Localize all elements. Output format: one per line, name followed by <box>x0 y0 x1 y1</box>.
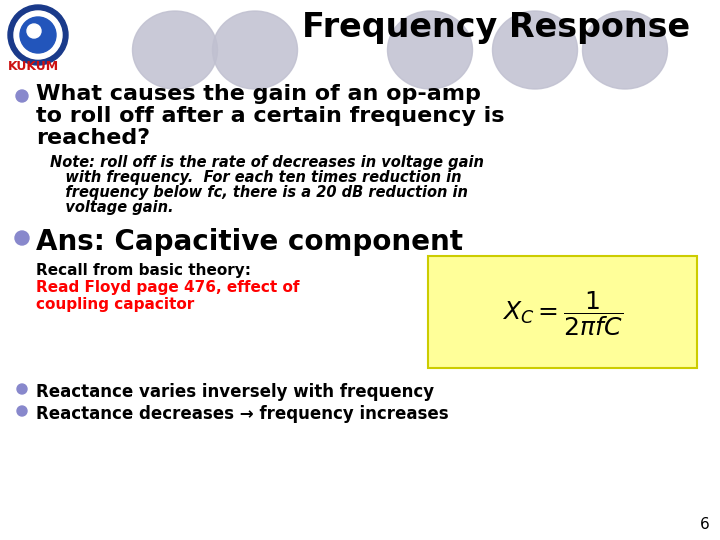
Circle shape <box>17 384 27 394</box>
Ellipse shape <box>212 11 297 89</box>
Circle shape <box>27 24 41 38</box>
Text: Read Floyd page 476, effect of: Read Floyd page 476, effect of <box>36 280 300 295</box>
Ellipse shape <box>492 11 577 89</box>
Text: coupling capacitor: coupling capacitor <box>36 297 194 312</box>
Text: Note: roll off is the rate of decreases in voltage gain: Note: roll off is the rate of decreases … <box>50 155 484 170</box>
Ellipse shape <box>387 11 472 89</box>
Text: Ans: Capacitive component: Ans: Capacitive component <box>36 228 463 256</box>
Text: voltage gain.: voltage gain. <box>50 200 174 215</box>
FancyBboxPatch shape <box>428 256 697 368</box>
Circle shape <box>14 11 62 59</box>
Text: reached?: reached? <box>36 128 150 148</box>
Text: with frequency.  For each ten times reduction in: with frequency. For each ten times reduc… <box>50 170 462 185</box>
Text: Reactance varies inversely with frequency: Reactance varies inversely with frequenc… <box>36 383 434 401</box>
Text: 6: 6 <box>701 517 710 532</box>
Circle shape <box>15 231 29 245</box>
Circle shape <box>16 90 28 102</box>
Circle shape <box>20 17 56 53</box>
Ellipse shape <box>132 11 217 89</box>
Text: frequency below fc, there is a 20 dB reduction in: frequency below fc, there is a 20 dB red… <box>50 185 468 200</box>
Text: Frequency Response: Frequency Response <box>302 11 690 44</box>
Text: Recall from basic theory:: Recall from basic theory: <box>36 263 251 278</box>
Circle shape <box>17 406 27 416</box>
Text: What causes the gain of an op-amp: What causes the gain of an op-amp <box>36 84 481 104</box>
Text: KUKUM: KUKUM <box>8 60 59 73</box>
Text: $X_C = \dfrac{1}{2\pi fC}$: $X_C = \dfrac{1}{2\pi fC}$ <box>502 289 623 339</box>
Circle shape <box>8 5 68 65</box>
Text: Reactance decreases → frequency increases: Reactance decreases → frequency increase… <box>36 405 449 423</box>
Text: to roll off after a certain frequency is: to roll off after a certain frequency is <box>36 106 505 126</box>
Ellipse shape <box>582 11 667 89</box>
